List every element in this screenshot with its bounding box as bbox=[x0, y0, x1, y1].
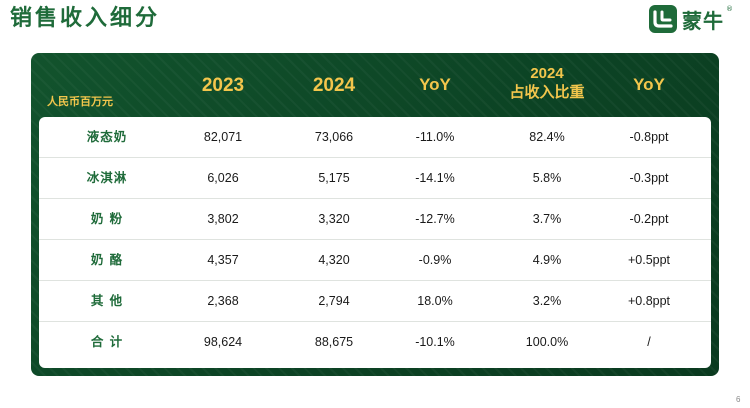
table-row: 其 他 2,368 2,794 18.0% 3.2% +0.8ppt bbox=[39, 281, 711, 322]
table-row-total: 合 计 98,624 88,675 -10.1% 100.0% / bbox=[39, 322, 711, 363]
table-row: 奶 酪 4,357 4,320 -0.9% 4.9% +0.5ppt bbox=[39, 240, 711, 281]
value-2023: 6,026 bbox=[207, 171, 239, 185]
value-2023: 2,368 bbox=[207, 294, 239, 308]
segment-name: 奶 酪 bbox=[90, 252, 124, 267]
yoy-change: 18.0% bbox=[417, 294, 453, 308]
table-row: 冰淇淋 6,026 5,175 -14.1% 5.8% -0.3ppt bbox=[39, 158, 711, 199]
yoy-change: -14.1% bbox=[415, 171, 455, 185]
share-yoy: -0.3ppt bbox=[629, 171, 669, 185]
segment-name: 液态奶 bbox=[86, 129, 128, 144]
value-2024: 4,320 bbox=[318, 253, 350, 267]
value-2024: 5,175 bbox=[318, 171, 350, 185]
value-2023: 82,071 bbox=[203, 130, 243, 144]
revenue-share: 82.4% bbox=[529, 130, 565, 144]
registered-mark: ® bbox=[726, 5, 733, 13]
table-row: 奶 粉 3,802 3,320 -12.7% 3.7% -0.2ppt bbox=[39, 199, 711, 240]
header-share-year: 2024 bbox=[530, 65, 564, 82]
value-2024: 73,066 bbox=[314, 130, 354, 144]
yoy-change: -10.1% bbox=[415, 335, 455, 349]
value-2023: 3,802 bbox=[207, 212, 239, 226]
segment-name: 合 计 bbox=[90, 334, 124, 349]
segment-name: 冰淇淋 bbox=[86, 170, 128, 185]
revenue-share: 100.0% bbox=[525, 335, 569, 349]
segment-name: 其 他 bbox=[90, 293, 124, 308]
logo-text: 蒙牛 bbox=[682, 8, 724, 33]
yoy-change: -0.9% bbox=[418, 253, 452, 267]
share-yoy: -0.2ppt bbox=[629, 212, 669, 226]
table-body: 液态奶 82,071 73,066 -11.0% 82.4% -0.8ppt 冰… bbox=[39, 117, 711, 368]
value-2024: 3,320 bbox=[318, 212, 350, 226]
header-share-yoy: YoY bbox=[633, 75, 665, 94]
yoy-change: -11.0% bbox=[415, 130, 455, 144]
revenue-share: 3.7% bbox=[532, 212, 562, 226]
mengniu-logo-icon bbox=[649, 5, 677, 33]
value-2023: 98,624 bbox=[203, 335, 243, 349]
share-yoy: +0.8ppt bbox=[627, 294, 671, 308]
header-2024: 2024 bbox=[312, 75, 356, 96]
unit-label: 人民币百万元 bbox=[47, 95, 113, 108]
share-yoy: -0.8ppt bbox=[629, 130, 669, 144]
page-title: 销售收入细分 bbox=[10, 6, 161, 31]
revenue-share: 4.9% bbox=[532, 253, 562, 267]
revenue-breakdown-table: 人民币百万元 2023 2024 YoY 2024 占收入比重 YoY 液态奶 … bbox=[31, 53, 719, 376]
page-number: 6 bbox=[736, 395, 741, 404]
value-2024: 88,675 bbox=[314, 335, 354, 349]
value-2024: 2,794 bbox=[318, 294, 350, 308]
header-2023: 2023 bbox=[201, 75, 245, 96]
header-share-label: 占收入比重 bbox=[509, 84, 585, 101]
segment-name: 奶 粉 bbox=[90, 211, 124, 226]
share-yoy: +0.5ppt bbox=[627, 253, 671, 267]
header-yoy: YoY bbox=[419, 75, 451, 94]
brand-logo: 蒙牛 ® bbox=[649, 5, 733, 33]
yoy-change: -12.7% bbox=[415, 212, 455, 226]
share-yoy: / bbox=[647, 335, 651, 349]
revenue-share: 5.8% bbox=[532, 171, 562, 185]
header-share-2024: 2024 占收入比重 bbox=[487, 64, 607, 102]
value-2023: 4,357 bbox=[207, 253, 239, 267]
revenue-share: 3.2% bbox=[532, 294, 562, 308]
table-row: 液态奶 82,071 73,066 -11.0% 82.4% -0.8ppt bbox=[39, 117, 711, 158]
